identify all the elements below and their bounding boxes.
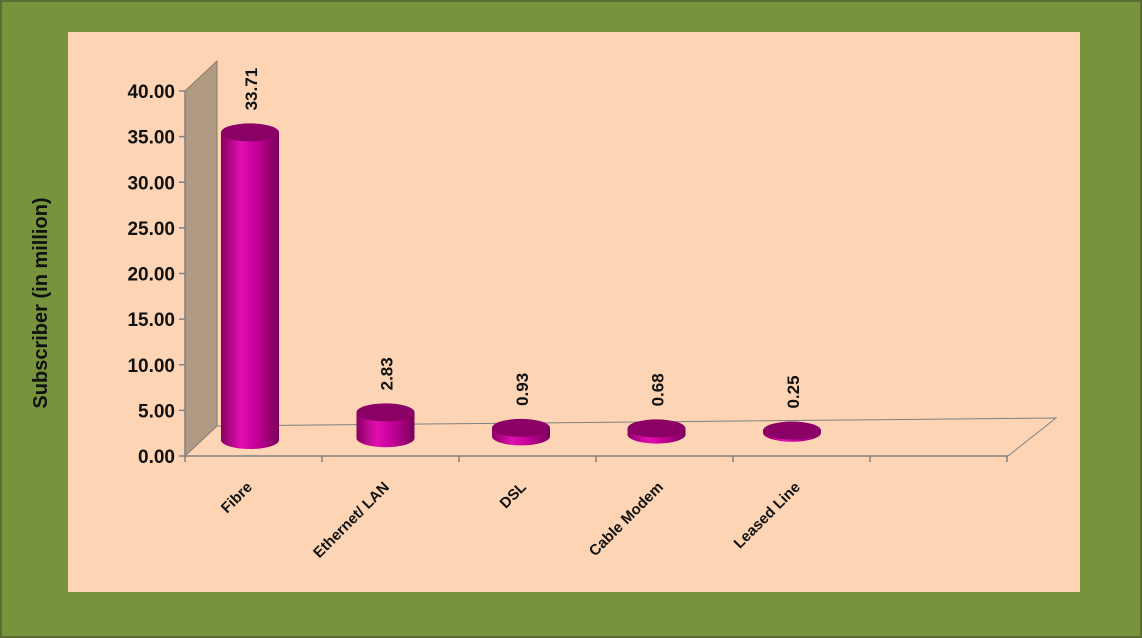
bar-top	[492, 418, 550, 437]
x-tick-label: Fibre	[218, 479, 256, 517]
data-label: 0.25	[784, 375, 803, 408]
data-label: 2.83	[378, 357, 397, 390]
data-label: 0.93	[513, 373, 532, 406]
bar	[221, 123, 279, 450]
y-tick-label: 15.00	[127, 310, 175, 331]
x-tick-label: Leased Line	[730, 479, 803, 552]
y-axis-label: Subscriber (in million)	[30, 197, 52, 408]
chart-floor	[183, 417, 1058, 457]
x-tick-label: Cable Modem	[586, 479, 667, 560]
y-tick-label: 20.00	[127, 265, 175, 286]
y-tick-label: 5.00	[138, 401, 175, 422]
bar-body	[356, 412, 415, 448]
y-tick-label: 10.00	[127, 356, 175, 377]
chart-axes	[179, 90, 1008, 462]
chart-walls	[183, 59, 1058, 458]
data-label: 0.68	[649, 373, 668, 406]
chart-bars	[221, 123, 821, 450]
bar-top	[221, 123, 279, 142]
side-wall	[184, 59, 218, 458]
x-tick-label: DSL	[497, 479, 530, 512]
data-label: 33.71	[242, 68, 261, 111]
bar-body	[221, 132, 279, 450]
bar-top	[356, 403, 415, 422]
bar	[627, 419, 686, 444]
y-tick-label: 30.00	[127, 173, 175, 194]
x-tick-label: Ethernet/ LAN	[310, 479, 393, 562]
bar	[356, 403, 415, 448]
y-tick-label: 40.00	[127, 82, 175, 103]
y-tick-label: 25.00	[127, 219, 175, 240]
bar	[763, 421, 821, 442]
y-tick-label: 35.00	[127, 128, 175, 149]
bar	[492, 418, 550, 446]
y-tick-label: 0.00	[138, 447, 175, 468]
bar-top	[763, 421, 821, 440]
bar-top	[627, 419, 686, 438]
